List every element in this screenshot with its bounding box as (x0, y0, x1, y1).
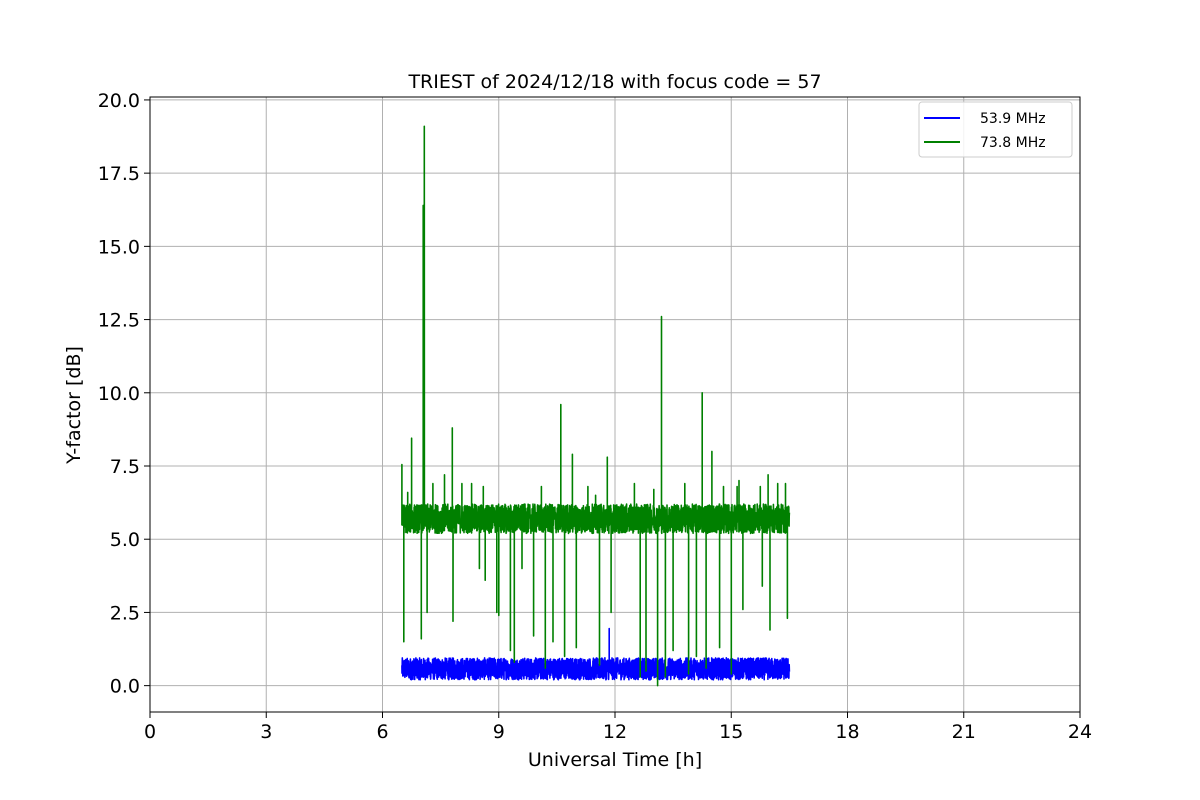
series-layer (401, 125, 791, 687)
legend-box (918, 101, 1073, 158)
x-tick-label: 15 (719, 721, 743, 743)
legend-label: 53.9 MHz (980, 111, 1046, 127)
x-tick-label: 0 (144, 721, 156, 743)
y-tick-label: 17.5 (98, 163, 140, 185)
y-tick-label: 12.5 (98, 310, 140, 332)
y-tick-label: 7.5 (110, 456, 140, 478)
legend-label: 73.8 MHz (980, 135, 1046, 151)
legend: 53.9 MHz 73.8 MHz (918, 101, 1073, 158)
y-tick-label: 5.0 (110, 529, 140, 551)
x-tick-label: 3 (260, 721, 272, 743)
x-tick-label: 6 (376, 721, 388, 743)
x-tick-label: 12 (603, 721, 627, 743)
y-tick-label: 0.0 (110, 676, 140, 698)
y-tick-label: 10.0 (98, 383, 140, 405)
x-tick-label: 21 (952, 721, 976, 743)
series-line-53-9-mhz (401, 627, 791, 681)
chart-title: TRIEST of 2024/12/18 with focus code = 5… (407, 71, 821, 93)
y-tick-label: 15.0 (98, 236, 140, 258)
x-tick-label: 9 (493, 721, 505, 743)
grid (149, 97, 1081, 712)
y-tick-label: 2.5 (110, 602, 140, 624)
x-tick-label: 24 (1068, 721, 1092, 743)
ticks: 0 3 6 9 12 15 18 21 24 0.0 2.5 5.0 7.5 10.0 12.5 15.0 17… (98, 90, 1092, 743)
y-tick-label: 20.0 (98, 90, 140, 112)
x-tick-label: 18 (835, 721, 859, 743)
y-axis-label: Y-factor [dB] (63, 346, 85, 465)
x-axis-label: Universal Time [h] (528, 749, 702, 771)
series-line-73-8-mhz (401, 125, 791, 687)
